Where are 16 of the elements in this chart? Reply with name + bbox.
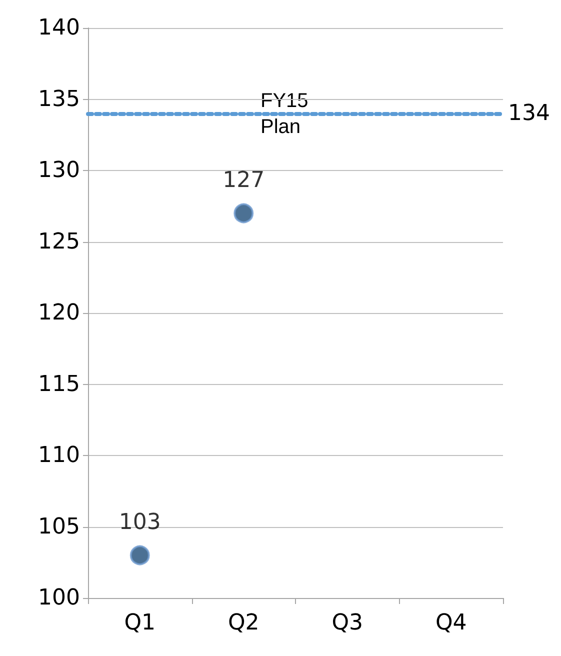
ref-line-label: 134 [508, 101, 550, 126]
data-label: 127 [222, 168, 265, 193]
y-tick-label: 140 [38, 16, 80, 40]
x-tick-label: Q3 [332, 610, 364, 636]
x-tick-label: Q2 [228, 610, 260, 636]
data-label: 103 [118, 510, 161, 535]
x-tick-label: Q4 [435, 610, 467, 636]
y-tick-label: 130 [38, 158, 80, 183]
y-tick-label: 115 [38, 372, 80, 397]
y-tick-label: 135 [38, 86, 80, 112]
y-tick-label: 120 [38, 300, 80, 326]
y-tick-label: 105 [38, 514, 80, 540]
y-tick-label: 100 [38, 586, 80, 610]
x-tick-label: Q1 [124, 610, 156, 636]
y-tick-label: 125 [38, 229, 80, 254]
y-tick-label: 110 [38, 443, 80, 468]
